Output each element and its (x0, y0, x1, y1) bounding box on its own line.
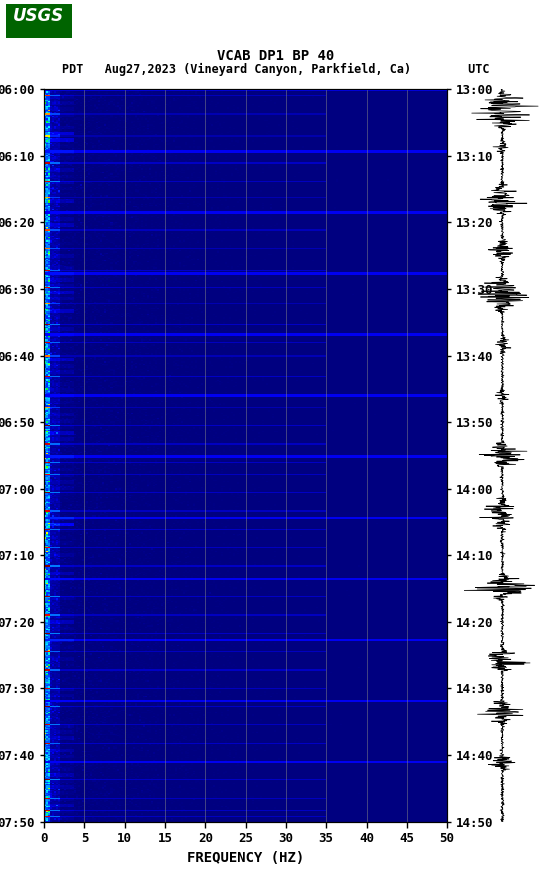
X-axis label: FREQUENCY (HZ): FREQUENCY (HZ) (187, 850, 304, 864)
Text: PDT   Aug27,2023 (Vineyard Canyon, Parkfield, Ca)        UTC: PDT Aug27,2023 (Vineyard Canyon, Parkfie… (62, 63, 490, 76)
Text: VCAB DP1 BP 40: VCAB DP1 BP 40 (217, 49, 335, 63)
Text: USGS: USGS (13, 7, 64, 25)
